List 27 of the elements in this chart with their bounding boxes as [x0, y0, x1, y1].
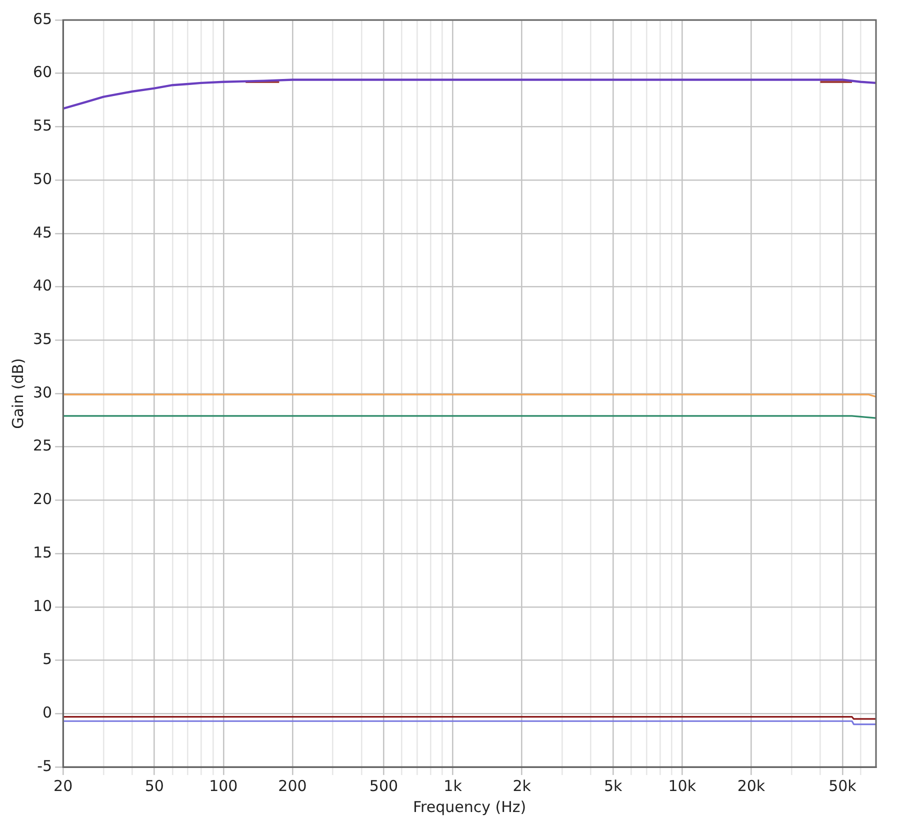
y-tick-label: 0 [42, 704, 52, 722]
y-tick-label: 65 [32, 10, 52, 28]
x-tick-label: 200 [278, 776, 307, 795]
y-tick-label: 50 [32, 170, 52, 188]
y-tick-label: 35 [32, 330, 52, 348]
y-tick-label: 60 [32, 63, 52, 82]
y-tick-label: 20 [32, 490, 52, 508]
x-tick-label: 2k [512, 776, 532, 795]
y-tick-label: 30 [32, 383, 52, 402]
y-tick-label: 10 [32, 596, 52, 615]
y-tick-label: 25 [32, 436, 52, 455]
x-axis-title: Frequency (Hz) [412, 798, 526, 816]
x-tick-label: 100 [209, 776, 238, 795]
y-tick-label: 40 [32, 276, 52, 295]
y-tick-label: 55 [32, 116, 52, 135]
x-tick-label: 10k [668, 776, 696, 795]
y-axis-title: Gain (dB) [8, 358, 27, 429]
y-tick-label: 15 [32, 543, 52, 562]
y-tick-label: 5 [42, 650, 52, 668]
y-tick-label: -5 [37, 756, 52, 775]
x-tick-label: 50k [828, 776, 857, 795]
x-tick-label: 50 [144, 776, 164, 795]
x-tick-label: 20k [737, 776, 766, 795]
x-tick-label: 500 [369, 776, 398, 795]
y-tick-label: 45 [32, 223, 52, 242]
x-tick-label: 5k [604, 776, 623, 795]
x-tick-label: 1k [444, 776, 462, 795]
